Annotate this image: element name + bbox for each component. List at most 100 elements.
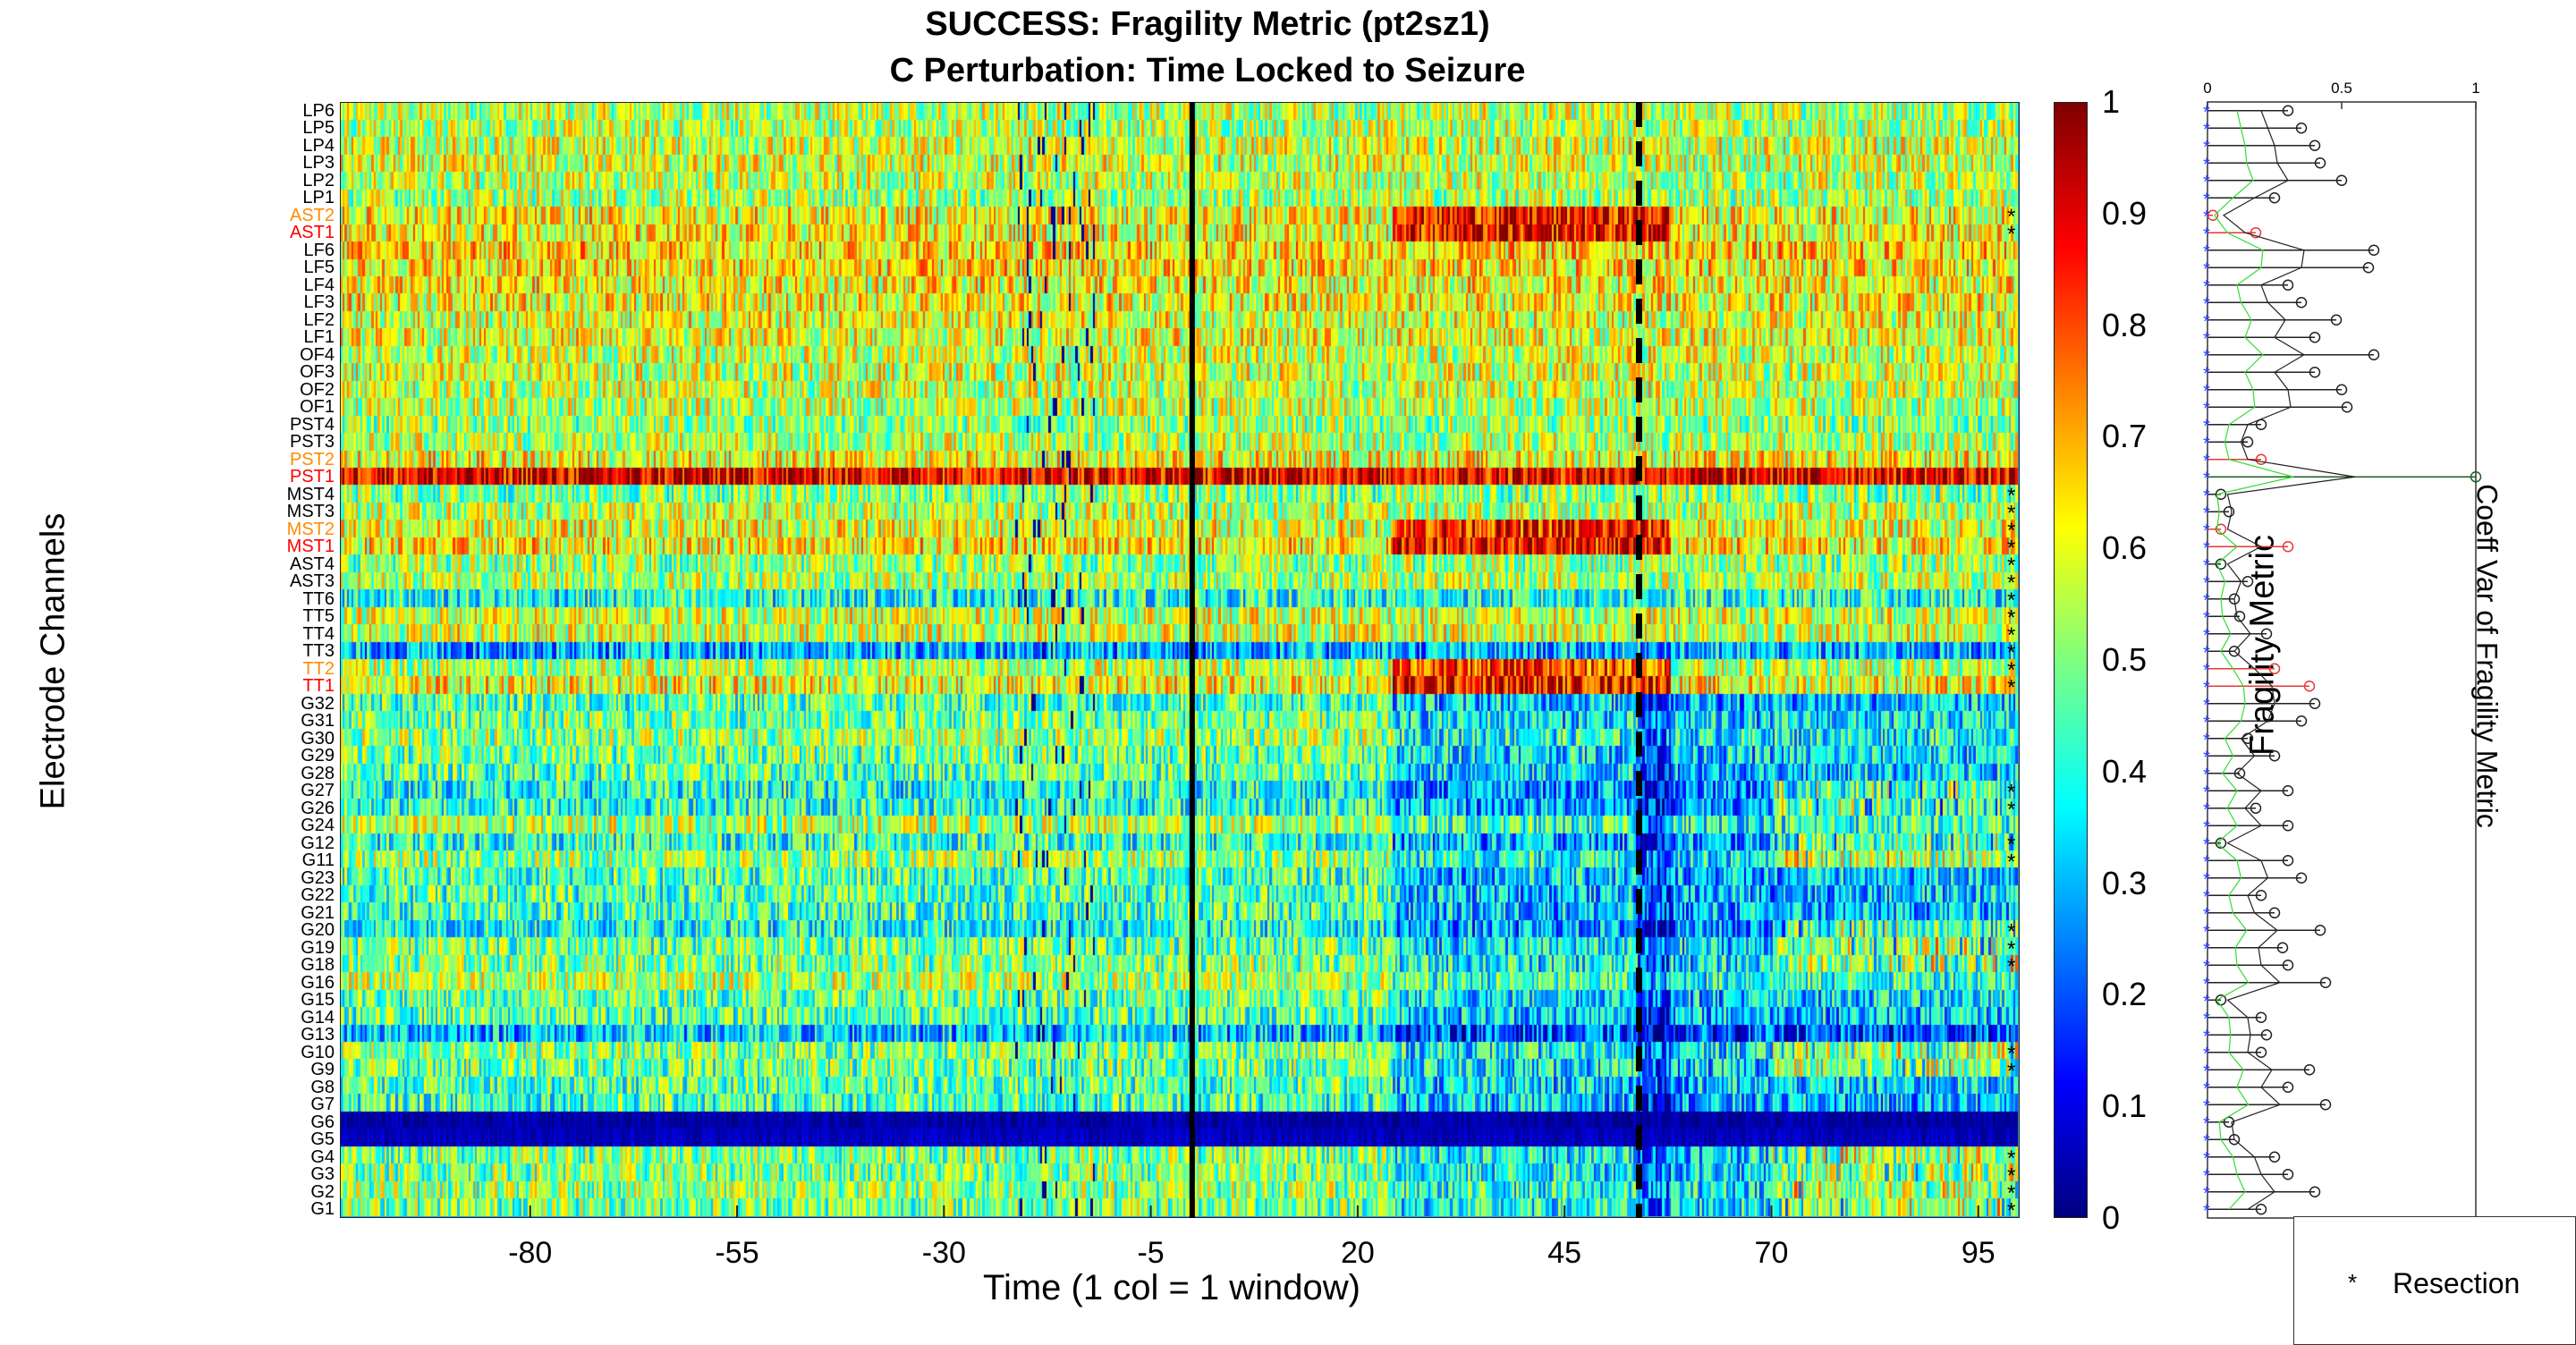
electrode-label: G12 [301,833,335,853]
colorbar-tick-label: 0.9 [2102,194,2148,232]
electrode-label: AST3 [289,571,335,592]
blue-star-marker: * [2203,1027,2210,1046]
resection-star: * [2007,605,2015,630]
stem-marker [2207,209,2219,221]
electrode-label: LF5 [303,258,335,278]
blue-star-marker: * [2203,887,2210,907]
stem-marker [2268,192,2281,204]
blue-star-marker: * [2203,120,2210,140]
resection-star: * [2007,519,2015,543]
stem-marker [2282,785,2294,797]
blue-star-marker: * [2203,591,2210,611]
electrode-label: G9 [310,1060,335,1080]
blue-star-marker: * [2203,626,2210,646]
stem-marker [2314,157,2326,169]
blue-star-marker: * [2203,696,2210,715]
x-tick-label: 70 [1754,1236,1789,1270]
stem-marker [2223,506,2235,518]
resection-star: * [2007,658,2015,682]
electrode-label: MST2 [286,519,335,539]
blue-star-marker: * [2203,277,2210,297]
blue-star-marker: * [2203,1201,2210,1221]
stem-marker [2330,314,2343,326]
electrode-label: OF1 [300,397,335,418]
electrode-label: TT4 [302,623,335,644]
electrode-label: PST4 [289,414,335,435]
stem-marker [2295,123,2308,134]
blue-star-marker: * [2203,748,2210,767]
stem-marker [2228,646,2241,657]
electrode-label: G10 [301,1042,335,1062]
resection-star: * [2007,588,2015,613]
stem-marker [2276,942,2289,953]
resection-star: * [2007,798,2015,822]
stem-marker [2335,384,2348,395]
electrode-label: OF2 [300,379,335,400]
stem-marker [2268,663,2281,674]
electrode-label: PST1 [289,467,335,487]
stem-marker [2250,227,2262,239]
stem-marker [2295,872,2308,884]
electrode-label: LP1 [302,188,335,208]
blue-star-marker: * [2203,469,2210,488]
blue-star-marker: * [2203,242,2210,262]
blue-star-marker: * [2203,940,2210,960]
stem-marker [2260,1029,2273,1041]
electrode-label: G27 [301,781,335,801]
blue-star-marker: * [2203,835,2210,855]
stem-marker [2255,1046,2267,1058]
stem-marker [2303,681,2316,692]
colorbar [2054,102,2088,1218]
electrode-label: G13 [301,1025,335,1045]
colorbar-tick-label: 0.5 [2102,641,2148,678]
blue-star-marker: * [2203,870,2210,890]
side-x-tick-label: 1 [2471,80,2479,97]
stem-marker [2233,767,2246,779]
electrode-label: G23 [301,867,335,888]
stem-marker [2282,279,2294,291]
stem-marker [2309,1186,2321,1197]
electrode-label: TT1 [302,676,335,697]
stem-marker [2233,611,2246,622]
stem-marker [2319,977,2332,988]
x-axis-label: Time (1 col = 1 window) [983,1268,1360,1307]
x-tick-label: 95 [1961,1236,1996,1270]
electrode-label: G19 [301,937,335,958]
resection-star: * [2007,484,2015,508]
blue-star-marker: * [2203,957,2210,977]
stem-marker [2295,297,2308,309]
electrode-label: G22 [301,885,335,906]
stem-marker [2228,593,2241,605]
colorbar-tick-label: 0.2 [2102,976,2148,1013]
electrode-label: G4 [310,1146,335,1167]
heatmap-canvas [341,103,2018,1216]
colorbar-tick-label: 0.8 [2102,306,2148,343]
blue-star-marker: * [2203,1149,2210,1169]
stem-marker [2255,890,2267,901]
stem-marker [2335,174,2348,186]
electrode-label: G29 [301,746,335,766]
blue-star-marker: * [2203,294,2210,314]
electrode-label: PST2 [289,449,335,469]
electrode-label: TT3 [302,641,335,662]
stem-marker [2268,750,2281,762]
blue-star-marker: * [2203,1062,2210,1081]
stem-marker [2255,1204,2267,1215]
electrode-label: LF3 [303,292,335,313]
electrode-label: PST3 [289,432,335,453]
blue-star-marker: * [2203,486,2210,506]
blue-star-marker: * [2203,1079,2210,1099]
stem-marker [2215,488,2227,500]
electrode-label: LP6 [302,100,335,121]
electrode-label: G2 [310,1181,335,1202]
electrode-label: G16 [301,972,335,993]
stem-marker [2303,1064,2316,1076]
blue-star-marker: * [2203,155,2210,174]
electrode-label: TT6 [302,588,335,609]
blue-star-marker: * [2203,417,2210,436]
chart-title: SUCCESS: Fragility Metric (pt2sz1) [925,5,1490,43]
blue-star-marker: * [2203,643,2210,663]
electrode-label: G18 [301,955,335,976]
electrode-label: OF3 [300,362,335,383]
